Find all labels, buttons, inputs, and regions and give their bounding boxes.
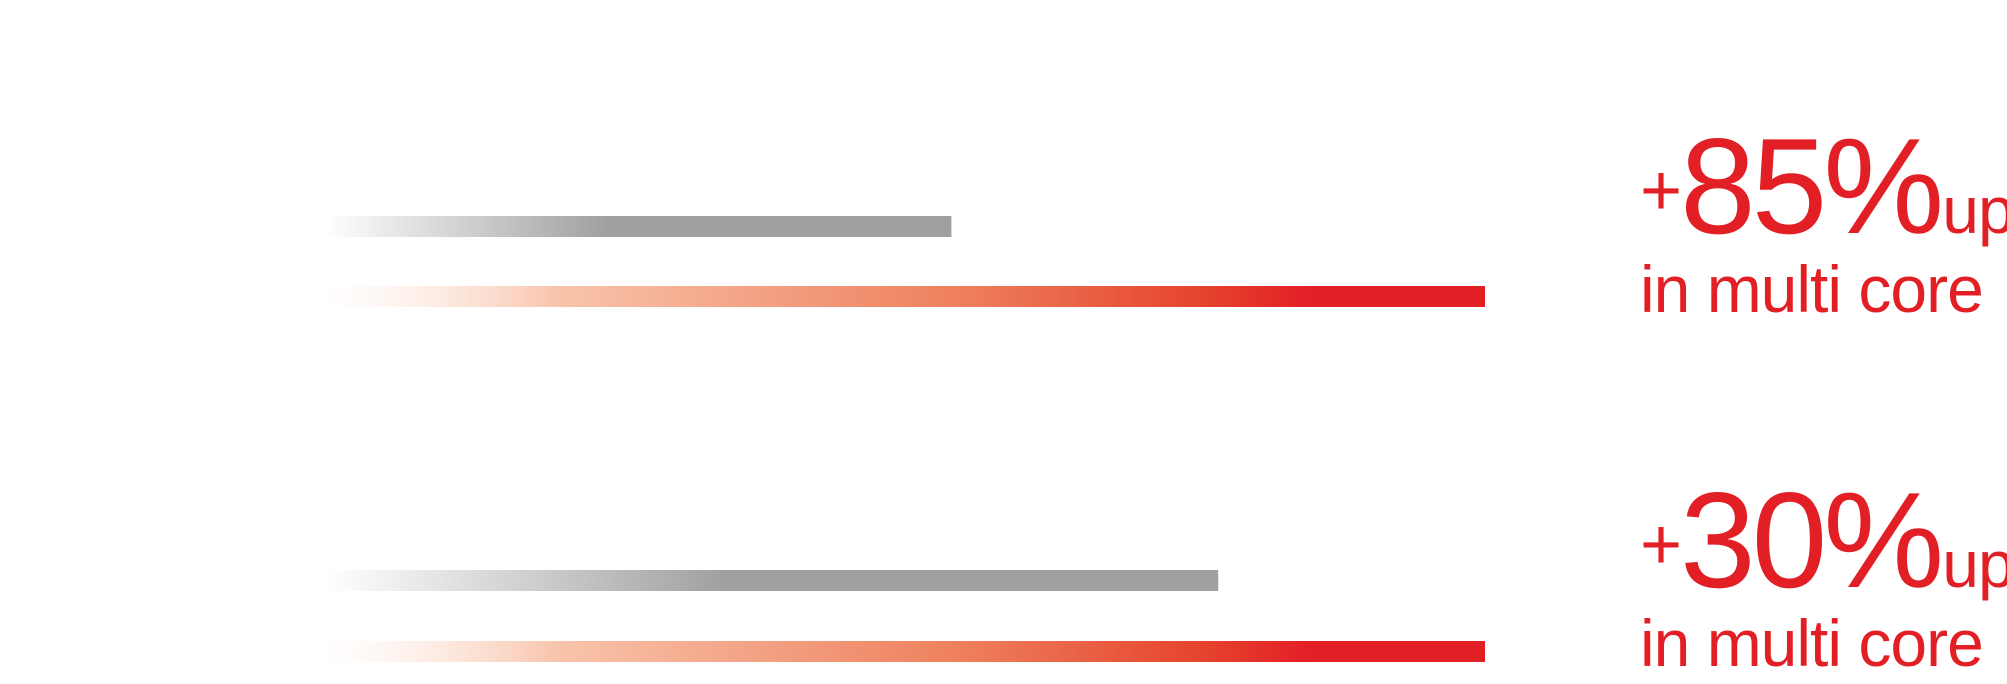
stat-sign: + (1640, 151, 1682, 231)
stat-sign: + (1640, 505, 1682, 585)
stat-85-up: +85%up in multi core (1640, 118, 2007, 322)
improved-bar-1 (325, 641, 1485, 662)
stat-headline: +30%up (1640, 472, 2007, 608)
stat-percent: % (1823, 464, 1944, 616)
bars-group (325, 216, 1485, 662)
stat-30-up: +30%up in multi core (1640, 472, 2007, 676)
stat-caption: in multi core (1640, 252, 1984, 326)
improved-bar-0 (325, 286, 1485, 307)
baseline-bar-0 (325, 216, 952, 237)
stat-caption: in multi core (1640, 606, 1984, 680)
stat-percent: % (1823, 110, 1944, 262)
stat-up-label: up (1942, 527, 2007, 601)
stat-value: 30 (1680, 464, 1827, 616)
stat-up-label: up (1942, 173, 2007, 247)
stat-value: 85 (1680, 110, 1827, 262)
stat-headline: +85%up (1640, 118, 2007, 254)
baseline-bar-1 (325, 570, 1219, 591)
